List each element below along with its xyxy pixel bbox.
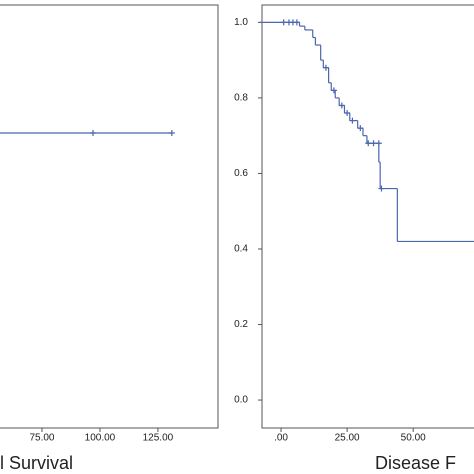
x-tick-label: 125.00 (143, 433, 174, 444)
censor-mark (375, 140, 382, 147)
y-tick-label: 0.2 (234, 319, 248, 330)
censor-mark (280, 19, 287, 26)
x-tick-label: 25.00 (335, 433, 360, 444)
censor-mark (349, 117, 356, 124)
censor-mark (370, 140, 377, 147)
y-tick-label: 0.0 (234, 395, 248, 406)
censor-mark (322, 64, 329, 71)
censor-mark (89, 130, 96, 137)
censor-mark (293, 19, 300, 26)
y-tick-label: 0.6 (234, 168, 248, 179)
censor-mark (357, 125, 364, 132)
censor-mark (344, 110, 351, 117)
left-title: l Survival (0, 453, 73, 473)
right-panel (261, 4, 474, 429)
censor-mark (330, 87, 337, 94)
censor-mark (338, 102, 345, 109)
right-title: Disease F (375, 453, 456, 473)
x-tick-label: 75.00 (29, 433, 54, 444)
censor-mark (168, 130, 175, 137)
y-tick-label: 0.4 (234, 244, 248, 255)
left-panel (0, 4, 219, 429)
x-tick-label: 100.00 (85, 433, 116, 444)
x-tick-label: .00 (274, 433, 288, 444)
y-tick-label: 0.8 (234, 93, 248, 104)
censor-mark (365, 140, 372, 147)
y-tick-label: 1.0 (234, 17, 248, 28)
x-tick-label: 50.00 (401, 433, 426, 444)
censor-mark (378, 185, 385, 192)
